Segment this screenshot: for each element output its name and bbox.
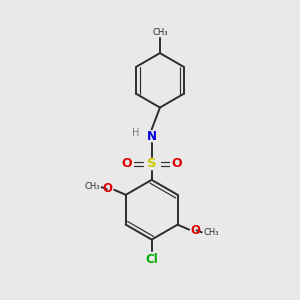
- Text: CH₃: CH₃: [203, 228, 219, 237]
- Text: O: O: [122, 158, 132, 170]
- Text: CH₃: CH₃: [85, 182, 100, 191]
- Text: CH₃: CH₃: [152, 28, 168, 37]
- Text: O: O: [103, 182, 112, 195]
- Text: N: N: [147, 130, 157, 143]
- Text: O: O: [191, 224, 201, 237]
- Text: Cl: Cl: [145, 253, 158, 266]
- Text: H: H: [132, 128, 140, 138]
- Text: O: O: [171, 158, 182, 170]
- Text: S: S: [147, 158, 157, 170]
